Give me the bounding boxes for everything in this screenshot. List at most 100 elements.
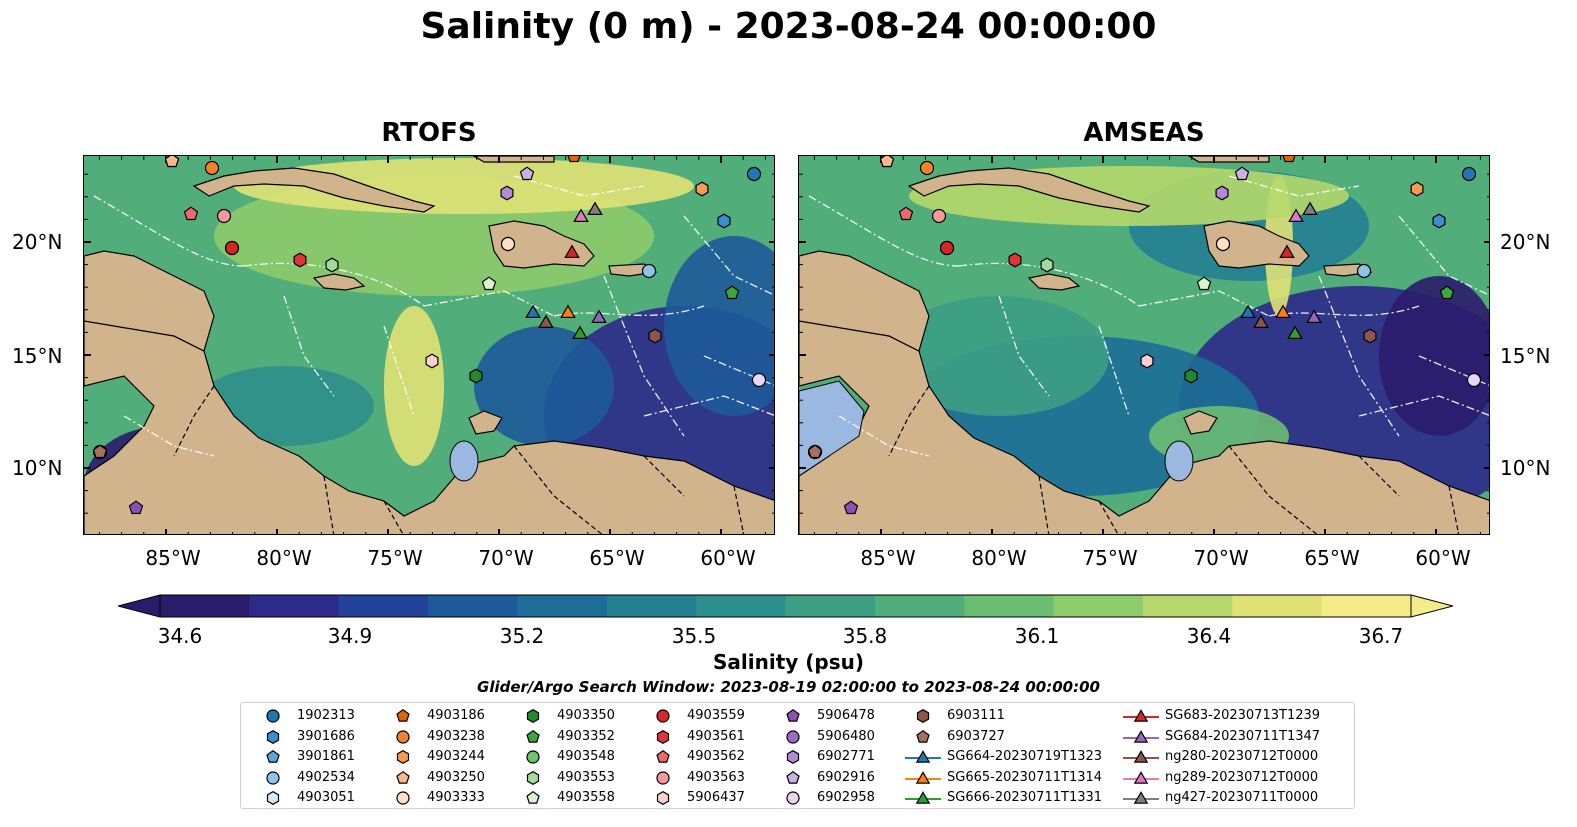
lon-label-75w-right: 75°W: [1082, 546, 1138, 570]
marker-SG683-20230713T1239: [564, 244, 580, 259]
legend-marker: [786, 791, 800, 805]
colorbar-segment: [160, 595, 250, 617]
marker-4903350: [469, 368, 483, 384]
legend-label: 5906480: [817, 728, 875, 744]
colorbar-segment: [517, 595, 608, 617]
salinity-region: [384, 306, 444, 466]
lon-label-75w-left: 75°W: [367, 546, 423, 570]
legend-label: 4902534: [297, 769, 355, 785]
lon-label-65w-right: 65°W: [1304, 546, 1360, 570]
panel-title-rtofs: RTOFS: [381, 118, 477, 148]
country-border: [383, 500, 404, 534]
marker-5906437: [425, 353, 439, 369]
legend-label: 1902313: [297, 708, 355, 723]
legend-label: 6903111: [947, 708, 1005, 723]
legend-marker: [1133, 729, 1149, 743]
panel-title-amseas: AMSEAS: [1083, 118, 1205, 148]
legend-label: SG684-20230711T1347: [1165, 728, 1321, 744]
marker-4903333: [500, 236, 516, 252]
legend-marker: [266, 749, 280, 763]
legend-marker: [526, 750, 540, 764]
colorbar-segment: [874, 595, 965, 617]
lat-label-20n-right: 20°N: [1500, 230, 1551, 254]
colorbar-segment: [785, 595, 876, 617]
marker-6903111: [648, 328, 662, 344]
marker-4903352: [724, 285, 740, 300]
eez-boundary: [998, 295, 1050, 397]
legend-marker: [656, 770, 670, 785]
legend-marker: [266, 709, 280, 723]
salinity-region: [889, 296, 1109, 416]
legend-marker: [1133, 750, 1149, 763]
marker-4902534: [1356, 263, 1372, 279]
marker-6902916: [519, 166, 535, 181]
marker-6902916: [1234, 166, 1250, 181]
marker-ng427-20230711T0000: [1302, 201, 1318, 216]
marker-SG665-20230711T1314: [560, 304, 576, 318]
lon-label-85w-right: 85°W: [860, 546, 916, 570]
country-border: [323, 475, 335, 534]
legend-label: 4903244: [427, 749, 485, 764]
colorbar-segment: [1321, 595, 1412, 617]
marker-ng280-20230712T0000: [1253, 314, 1269, 328]
lat-label-10n-right: 10°N: [1500, 456, 1551, 480]
colorbar-segment: [964, 595, 1055, 617]
marker-5906437: [1140, 353, 1154, 369]
country-border: [1228, 445, 1318, 534]
eez-boundary: [243, 262, 425, 307]
legend-marker: [915, 750, 931, 763]
legend-marker: [526, 709, 540, 723]
cuba-land: [907, 167, 1151, 213]
lat-label-20n-left: 20°N: [12, 230, 63, 254]
marker-SG665-20230711T1314: [1275, 304, 1291, 318]
map-rtofs: [83, 155, 775, 535]
lon-label-65w-left: 65°W: [589, 546, 645, 570]
legend-label: 5906437: [687, 790, 745, 805]
lon-label-80w-left: 80°W: [256, 546, 312, 570]
legend-label: 4903553: [557, 769, 615, 785]
colorbar-tick: 36.7: [1358, 624, 1404, 648]
marker-5906478: [843, 500, 859, 515]
marker-1902313: [1461, 166, 1477, 182]
legend-marker: [786, 750, 800, 764]
marker-ng289-20230712T0000: [1288, 208, 1304, 223]
lon-label-80w-right: 80°W: [971, 546, 1027, 570]
marker-4903244: [1410, 181, 1424, 197]
marker-4903553: [325, 257, 339, 273]
salinity-region: [474, 326, 614, 446]
figure-title: Salinity (0 m) - 2023-08-24 00:00:00: [420, 6, 1157, 47]
marker-6902958: [1466, 372, 1482, 388]
marker-6903727: [807, 444, 823, 459]
legend-label: ng427-20230711T0000: [1165, 790, 1319, 805]
legend-label: ng289-20230712T0000: [1165, 769, 1319, 785]
marker-4903558: [1196, 276, 1212, 291]
country-border: [173, 385, 215, 457]
lon-label-85w-left: 85°W: [145, 546, 201, 570]
venezuela-peninsula: [468, 410, 503, 435]
marker-5906478: [128, 500, 144, 515]
marker-4903561: [293, 252, 307, 268]
eez-boundary: [958, 262, 1140, 307]
legend-label: 4903186: [427, 708, 485, 723]
marker-4903244: [695, 181, 709, 197]
marker-SG664-20230719T1323: [1240, 304, 1256, 318]
marker-4903238: [204, 160, 220, 176]
legend-label: SG683-20230713T1239: [1165, 708, 1321, 723]
country-border: [513, 445, 603, 534]
legend-label: 4903350: [557, 708, 615, 723]
country-border: [888, 385, 930, 457]
legend-label: 3901686: [297, 728, 355, 744]
legend-marker: [915, 791, 931, 804]
marker-4903186: [567, 156, 581, 163]
colorbar-label: Salinity (psu): [712, 650, 864, 674]
legend-marker: [656, 729, 670, 744]
salinity-region: [1379, 276, 1489, 436]
eez-boundary: [1138, 290, 1270, 317]
colorbar-segment: [338, 595, 429, 617]
marker-4903559: [939, 240, 955, 256]
marker-4903238: [919, 160, 935, 176]
salinity-region: [234, 158, 694, 214]
marker-SG666-20230711T1331: [1287, 325, 1303, 339]
legend-label: 4903559: [687, 708, 745, 723]
colorbar-segment: [1053, 595, 1144, 617]
